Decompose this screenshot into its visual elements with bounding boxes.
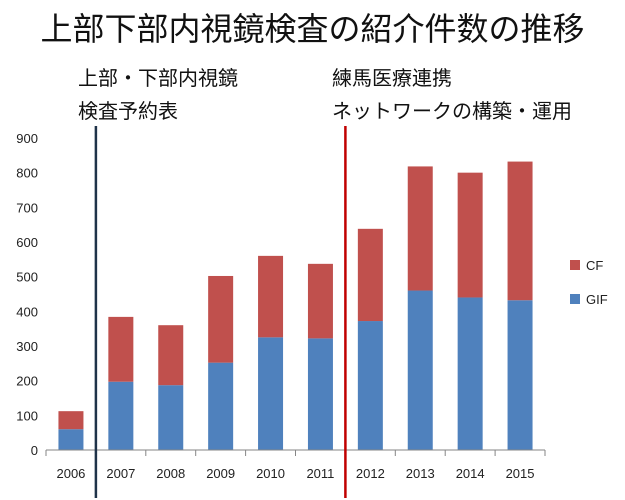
bar-gif-2007 [108, 381, 134, 450]
bar-gif-2009 [208, 362, 234, 450]
x-tick-label: 2014 [456, 466, 485, 481]
x-tick-label: 2013 [406, 466, 435, 481]
bar-gif-2010 [258, 337, 284, 450]
bar-gif-2008 [158, 385, 184, 450]
x-tick-label: 2006 [56, 466, 85, 481]
x-tick-label: 2010 [256, 466, 285, 481]
y-tick-label: 500 [16, 270, 38, 285]
bar-gif-2014 [457, 297, 483, 450]
bars [58, 161, 533, 450]
x-tick-label: 2011 [306, 466, 334, 481]
bar-cf-2006 [58, 411, 84, 430]
y-tick-label: 300 [16, 339, 38, 354]
y-tick-label: 900 [16, 131, 38, 146]
annotation-left-line-1: 上部・下部内視鏡 [78, 66, 238, 90]
bar-cf-2008 [158, 325, 184, 386]
annotation-left-line-2: 検査予約表 [78, 99, 178, 123]
bar-cf-2013 [407, 166, 433, 291]
annotation-right: 練馬医療連携 ネットワークの構築・運用 [332, 62, 572, 128]
chart-title: 上部下部内視鏡検査の紹介件数の推移 [40, 10, 585, 48]
y-tick-label: 700 [16, 200, 38, 215]
legend-label-cf: CF [586, 258, 603, 273]
bar-cf-2015 [507, 161, 533, 301]
bar-cf-2012 [357, 228, 383, 322]
y-tick-label: 0 [31, 443, 38, 458]
bar-gif-2015 [507, 300, 533, 450]
x-tick-label: 2009 [206, 466, 235, 481]
annotation-lines [94, 126, 347, 498]
y-tick-label: 200 [16, 374, 38, 389]
y-axis: 0 100 200 300 400 500 600 700 800 900 [16, 131, 38, 458]
legend-swatch-gif [570, 294, 580, 304]
bar-gif-2013 [407, 290, 433, 450]
y-tick-label: 100 [16, 408, 38, 423]
legend: CF GIF [570, 258, 608, 307]
x-tick-label: 2015 [506, 466, 535, 481]
bar-cf-2010 [258, 255, 284, 338]
bar-cf-2007 [108, 316, 134, 382]
y-tick-label: 800 [16, 166, 38, 181]
x-tick-label: 2012 [356, 466, 385, 481]
bar-gif-2006 [58, 429, 84, 450]
x-tick-label: 2007 [106, 466, 135, 481]
bar-cf-2011 [307, 263, 333, 339]
bar-cf-2009 [208, 275, 234, 363]
x-tick-label: 2008 [156, 466, 185, 481]
bar-gif-2011 [307, 338, 333, 450]
annotation-right-line-2: ネットワークの構築・運用 [332, 99, 572, 123]
bar-cf-2014 [457, 172, 483, 298]
y-tick-label: 400 [16, 304, 38, 319]
y-tick-label: 600 [16, 235, 38, 250]
annotation-right-line-1: 練馬医療連携 [332, 66, 452, 90]
legend-swatch-cf [570, 260, 580, 270]
bar-gif-2012 [357, 321, 383, 450]
legend-label-gif: GIF [586, 292, 608, 307]
x-axis: 2006 2007 2008 2009 2010 2011 2012 2013 2014 2015 [45, 449, 546, 481]
annotation-left: 上部・下部内視鏡 検査予約表 [78, 62, 238, 128]
